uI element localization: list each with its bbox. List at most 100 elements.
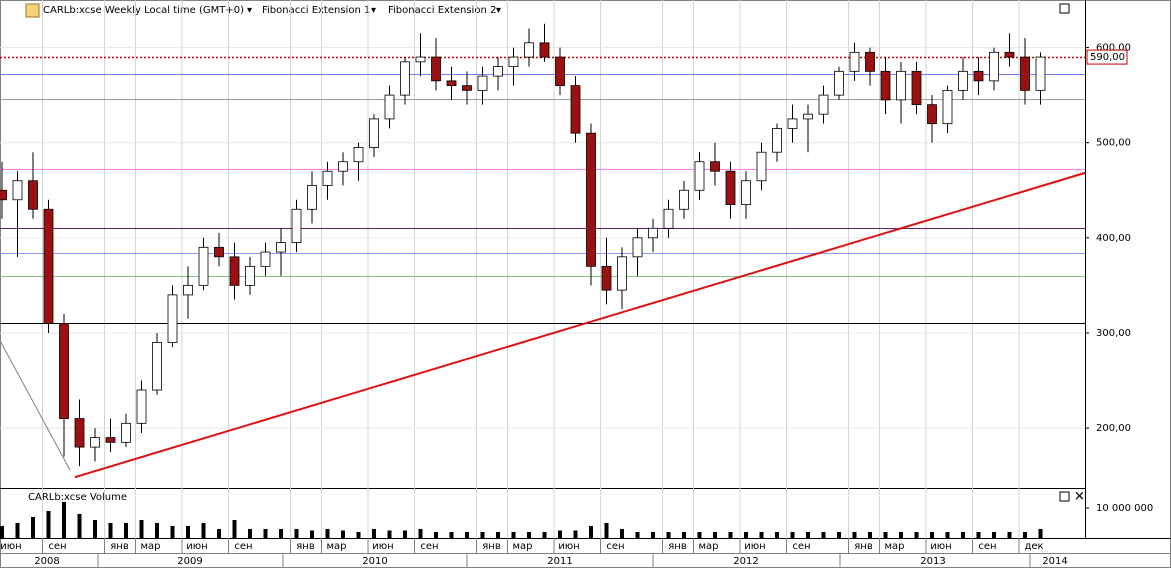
volume-bar [434,531,438,538]
dropdown-arrow[interactable]: ▾ [496,5,501,16]
volume-bar [945,531,950,538]
candle-body [28,180,38,210]
volume-bar [527,531,531,538]
volume-bar [62,501,66,538]
volume-bar [697,531,702,538]
volume-bar [93,519,97,538]
candle-body [415,56,426,63]
volume-bar [542,531,547,538]
x-tick-label: июн [744,541,765,552]
candle-body [307,185,317,210]
x-tick-label: янв [482,541,501,552]
volume-bar [852,531,857,538]
volume-bar [418,528,423,538]
year-label: 2010 [362,556,387,567]
y-tick-label: 200,00 [1096,423,1131,434]
volume-bar [496,531,500,538]
x-tick-label: мар [698,541,718,552]
year-label: 2011 [547,556,572,567]
candle-body [384,94,395,120]
x-tick-label: янв [296,541,315,552]
volume-title: CARLb:xcse Volume [28,492,127,503]
year-label: 2012 [733,556,758,567]
trendline [74,171,1086,479]
dropdown-arrow[interactable]: ▾ [371,5,376,16]
candle-body [462,85,472,91]
candle-body [570,85,581,134]
y-tick-label: 400,00 [1096,233,1131,244]
volume-bar [77,513,82,538]
maximize-button[interactable] [1059,3,1070,14]
y-tick-label: 600,00 [1096,43,1131,54]
candle-body [121,422,131,443]
candle-body [369,118,379,148]
candle-body [214,246,224,258]
x-tick-label: мар [140,541,160,552]
candle-body [229,256,240,286]
candle-body [152,342,162,391]
volume-bar [1023,531,1027,538]
maximize-button[interactable] [1059,491,1070,502]
candle-body [353,147,364,163]
candle-body [524,42,534,58]
candle-body [679,189,689,210]
dropdown-arrow[interactable]: ▾ [247,5,252,16]
volume-bar [558,530,562,538]
volume-bar [186,525,190,538]
volume-bar [1007,531,1012,538]
candle-body [539,42,550,58]
symbol-label[interactable]: CARLb:xcse Weekly Local time (GMT+0) [43,5,244,16]
volume-bar [155,522,159,538]
candle-body [322,170,333,186]
candle-body [245,265,255,286]
volume-bar [31,516,35,538]
volume-bar [682,531,686,538]
candle-body [803,113,813,120]
close-button[interactable]: ✕ [1074,490,1085,505]
volume-bar [651,531,655,538]
volume-bar [573,530,578,538]
volume-bar [790,531,795,538]
volume-bar [124,522,128,538]
candle-body [477,75,488,91]
volume-bar [356,531,361,538]
volume-bar [666,531,671,538]
volume-bar [1038,528,1043,538]
volume-bar [449,531,454,538]
candle-body [59,323,69,419]
x-tick-label: янв [668,541,687,552]
volume-bar [108,522,113,538]
volume-bar [604,522,609,538]
volume-bar [201,522,206,538]
volume-bar [635,531,640,538]
candle-body [880,70,891,101]
volume-bar [899,531,903,538]
x-tick-label: янв [110,541,129,552]
volume-bar [837,531,841,538]
study-label[interactable]: Fibonacci Extension 1 [262,5,370,16]
x-tick-label: сен [606,541,624,552]
candle-body [958,70,968,91]
candle-body [818,94,829,115]
candle-body [493,66,503,77]
candle-body [989,51,999,82]
candle-body [741,180,751,205]
trendline [0,340,71,471]
candle-body [1020,56,1030,91]
volume-bar [511,531,516,538]
candle-body [291,208,302,243]
candle-body [973,70,984,82]
volume-bar [806,531,810,538]
volume-bar [310,530,314,538]
year-label: 2008 [34,556,59,567]
volume-bar [992,531,996,538]
candle-body [1004,51,1015,58]
volume-bar [341,530,345,538]
study-label[interactable]: Fibonacci Extension 2 [388,5,496,16]
last-price-box [1086,49,1128,65]
volume-bar [294,528,299,538]
x-tick-label: июн [930,541,951,552]
symbol-icon[interactable] [25,3,40,18]
volume-bar [465,531,469,538]
